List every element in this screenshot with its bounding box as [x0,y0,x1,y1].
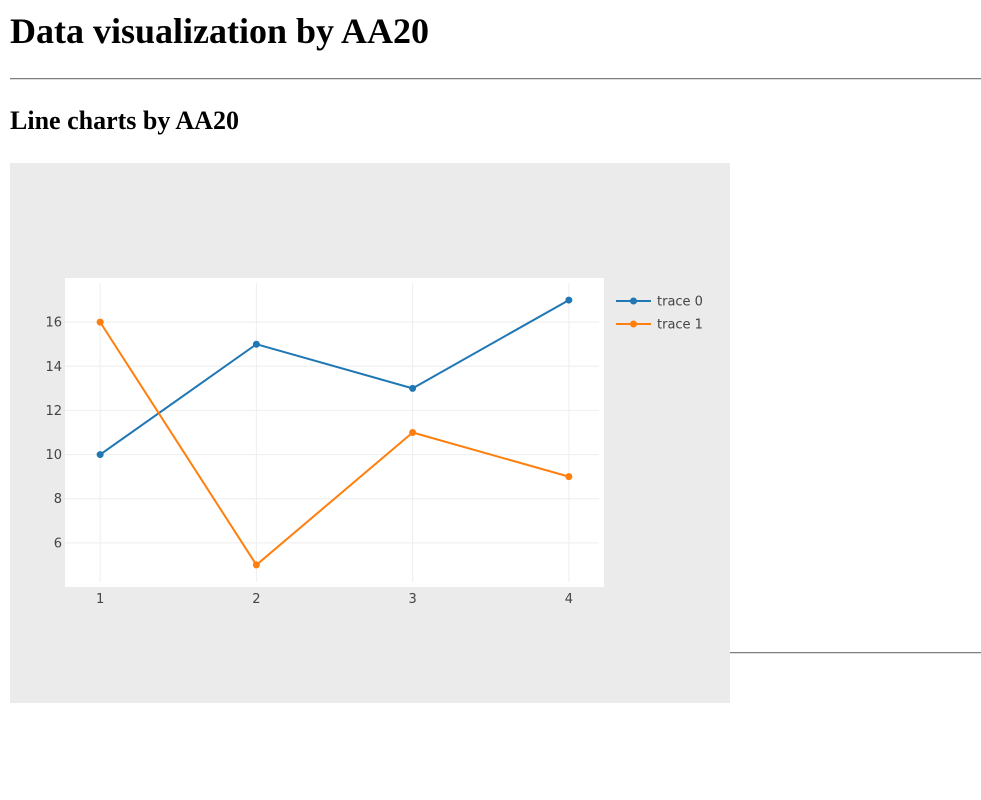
data-point-series-1[interactable] [565,473,573,481]
legend-item-label[interactable]: trace 1 [657,318,703,333]
series-line-0[interactable] [99,299,570,456]
legend-item-label[interactable]: trace 0 [657,295,703,310]
legend-swatch-marker[interactable] [630,297,637,305]
data-point-series-0[interactable] [96,451,104,459]
data-point-series-1[interactable] [96,318,104,326]
y-tick-label: 12 [45,404,62,419]
y-tick-label: 10 [45,448,62,463]
y-tick-label: 14 [45,360,62,375]
x-tick-label: 4 [565,592,573,607]
y-tick-label: 16 [45,316,62,331]
data-point-series-0[interactable] [565,296,573,304]
horizontal-rule [10,78,981,80]
y-tick-label: 8 [54,492,62,507]
line-chart[interactable]: 1 2 3 4 6 8 10 12 14 16 trace 0 trace 1 [10,163,730,703]
x-tick-label: 1 [96,592,104,607]
data-point-series-1[interactable] [252,561,260,569]
x-tick-label: 2 [252,592,260,607]
legend-swatch-marker[interactable] [630,320,637,328]
plot-area [65,278,604,587]
data-point-series-0[interactable] [252,340,260,348]
data-point-series-0[interactable] [409,384,417,392]
data-point-series-1[interactable] [409,429,417,436]
x-tick-label: 3 [408,592,416,607]
series-line-1[interactable] [99,321,570,566]
page-title: Data visualization by AA20 [10,11,430,51]
section-title: Line charts by AA20 [10,106,239,135]
y-tick-label: 6 [54,536,62,551]
